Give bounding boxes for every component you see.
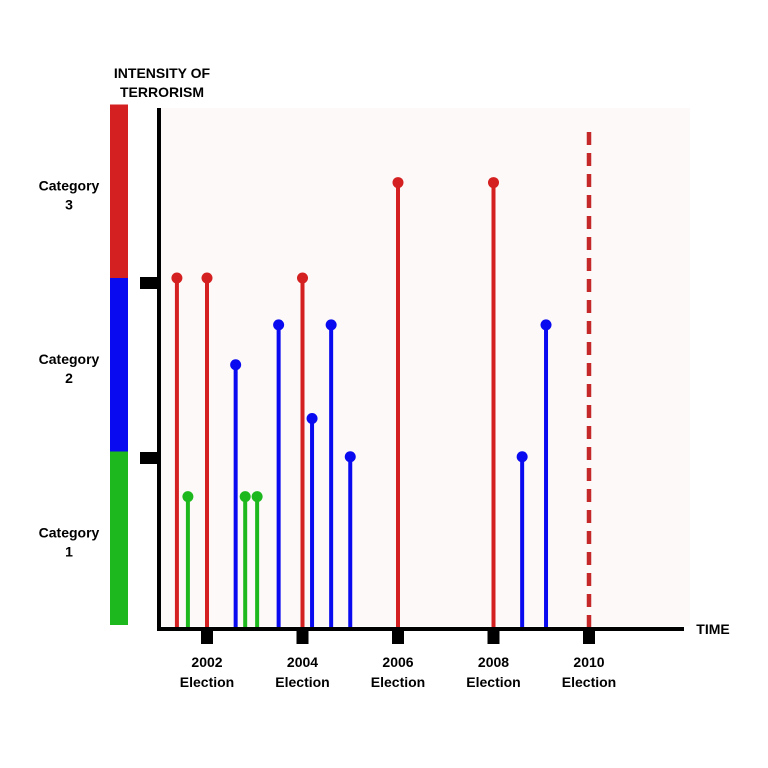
event-dot-category-2 <box>306 413 318 425</box>
event-dot-category-3 <box>201 272 213 284</box>
x-tick-year-label: 2008 <box>478 654 509 670</box>
x-axis-title: TIME <box>696 621 729 637</box>
x-tick-mark <box>296 630 309 644</box>
x-tick-mark <box>392 630 404 644</box>
x-tick-election-label: Election <box>562 674 616 690</box>
x-tick-year-label: 2006 <box>382 654 413 670</box>
event-dot-category-3 <box>392 177 404 189</box>
y-axis-title-line-2: TERRORISM <box>120 84 204 100</box>
event-dot-category-3 <box>171 272 183 284</box>
category-label-3: 3 <box>65 196 73 212</box>
category-label-2: Category <box>39 351 100 367</box>
x-tick-mark <box>583 630 595 644</box>
category-label-2: 2 <box>65 370 73 386</box>
event-dot-category-1 <box>251 491 263 503</box>
event-dot-category-3 <box>488 177 499 189</box>
event-dot-category-2 <box>344 451 356 463</box>
x-tick-year-label: 2010 <box>573 654 604 670</box>
x-tick-election-label: Election <box>180 674 234 690</box>
event-dot-category-1 <box>239 491 251 503</box>
x-tick-year-label: 2004 <box>287 654 318 670</box>
event-dot-category-1 <box>182 491 194 503</box>
y-tick-mark <box>140 277 159 289</box>
event-dot-category-2 <box>516 451 528 463</box>
x-tick-mark <box>487 630 500 644</box>
x-tick-election-label: Election <box>466 674 520 690</box>
x-tick-election-label: Election <box>275 674 329 690</box>
x-tick-election-label: Election <box>371 674 425 690</box>
category-bar-2 <box>110 278 128 452</box>
y-axis-title-line-1: INTENSITY OF <box>114 65 211 81</box>
x-tick-mark <box>201 630 213 644</box>
plot-background <box>160 108 690 626</box>
event-dot-category-2 <box>230 359 242 371</box>
category-label-1: 1 <box>65 543 73 559</box>
event-dot-category-2 <box>273 319 285 331</box>
category-bar-3 <box>110 104 128 278</box>
event-dot-category-3 <box>297 272 308 284</box>
event-dot-category-2 <box>325 319 337 331</box>
event-dot-category-2 <box>540 319 552 331</box>
category-label-1: Category <box>39 524 100 540</box>
category-bar-1 <box>110 451 128 625</box>
category-label-3: Category <box>39 177 100 193</box>
y-tick-mark <box>140 452 159 464</box>
x-tick-year-label: 2002 <box>191 654 222 670</box>
